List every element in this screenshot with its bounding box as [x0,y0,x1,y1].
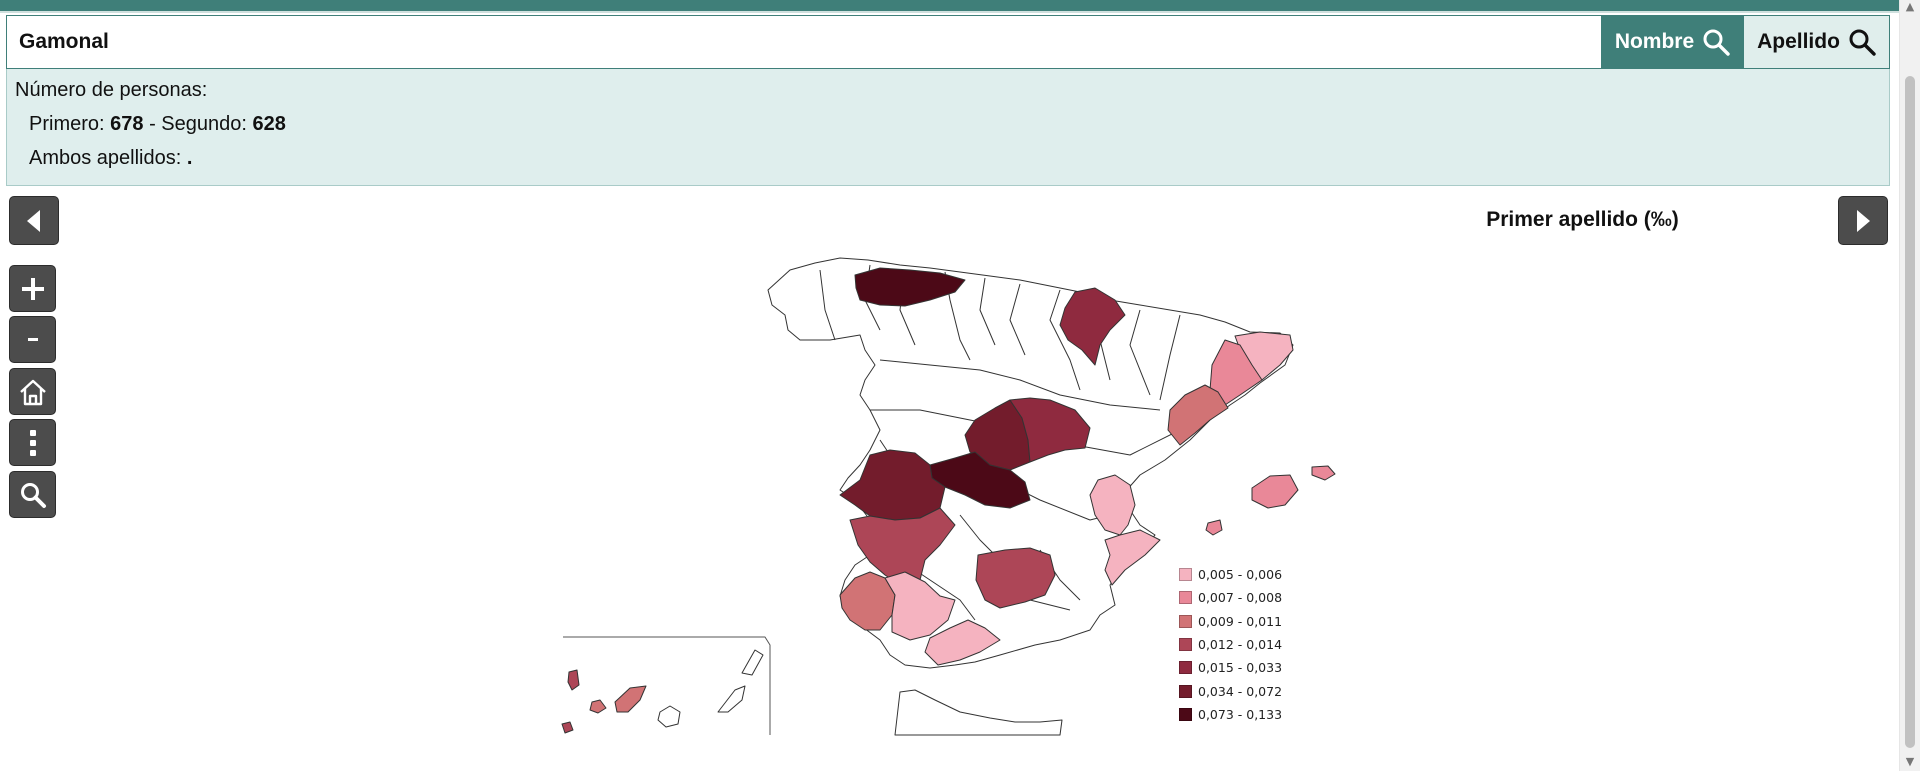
triangle-left-icon [27,209,40,232]
search-icon [1703,29,1730,56]
legend-item: 0,007 - 0,008 [1179,586,1282,609]
legend-label: 0,012 - 0,014 [1198,637,1283,653]
province-ibiza [1205,519,1223,536]
apellido-search-button[interactable]: Apellido [1744,16,1889,68]
province-canarias-c [614,685,647,713]
legend-swatch [1179,684,1192,698]
home-icon [19,379,46,405]
minus-icon [27,337,38,341]
legend-swatch [1179,614,1192,628]
ambos-value: . [186,147,193,169]
nombre-search-button[interactable]: Nombre [1601,16,1744,68]
previous-map-button[interactable] [9,196,59,245]
legend-swatch [1179,707,1192,721]
legend-swatch [1179,568,1192,582]
province-baleares [1251,474,1299,509]
province-guadalajara [1009,397,1091,463]
legend-label: 0,009 - 0,011 [1198,613,1283,629]
separator: - [143,113,162,135]
search-bar: Nombre Apellido [6,15,1890,69]
province-jaen [975,547,1056,609]
scrollbar[interactable]: ▲ ▼ [1899,0,1920,771]
zoom-in-button[interactable] [9,265,56,312]
more-options-button[interactable] [9,419,56,466]
map-title: Primer apellido (‰) [1486,208,1679,231]
info-heading: Número de personas: [15,79,208,101]
top-strip [0,0,1900,13]
province-canarias-d [561,721,574,734]
search-input[interactable] [7,16,1601,68]
zoom-out-button[interactable] [9,316,56,363]
home-button[interactable] [9,368,56,415]
scroll-thumb[interactable] [1905,76,1915,748]
search-icon [20,482,46,508]
legend-item: 0,009 - 0,011 [1179,610,1282,633]
legend-label: 0,007 - 0,008 [1198,590,1283,606]
province-malaga [924,619,1001,666]
primero-value: 678 [110,113,144,135]
legend-item: 0,005 - 0,006 [1179,563,1282,586]
province-barcelona [1209,339,1263,406]
scroll-up-icon[interactable]: ▲ [1905,0,1915,13]
more-vertical-icon [29,429,36,456]
legend-item: 0,034 - 0,072 [1179,679,1282,702]
province-alicante [1104,529,1161,586]
province-menorca [1311,465,1336,481]
info-panel: Número de personas: Primero: 678 - Segun… [6,69,1890,186]
segundo-value: 628 [252,113,286,135]
legend-swatch [1179,591,1192,605]
segundo-label: Segundo: [161,113,247,135]
province-canarias-a [567,669,580,691]
province-tarragona [1167,384,1229,446]
legend-label: 0,015 - 0,033 [1198,660,1283,676]
legend-swatch [1179,638,1192,652]
legend-label: 0,005 - 0,006 [1198,567,1283,583]
province-navarra [1059,287,1126,366]
map-search-button[interactable] [9,471,56,518]
nombre-label: Nombre [1614,30,1695,53]
province-sevilla [884,571,956,641]
legend-item: 0,073 - 0,133 [1179,703,1282,726]
ambos-line: Ambos apellidos: . [29,147,192,170]
apellido-label: Apellido [1757,30,1840,53]
map-legend: 0,005 - 0,006 0,007 - 0,008 0,009 - 0,01… [1179,563,1282,726]
triangle-right-icon [1857,209,1870,232]
legend-label: 0,034 - 0,072 [1198,683,1283,699]
legend-swatch [1179,661,1192,675]
province-badajoz [849,507,956,586]
legend-label: 0,073 - 0,133 [1198,706,1283,722]
scroll-down-icon[interactable]: ▼ [1905,755,1915,768]
legend-item: 0,012 - 0,014 [1179,633,1282,656]
province-valencia [1089,474,1136,536]
plus-icon [21,277,44,300]
search-icon [1849,29,1876,56]
counts-line: Primero: 678 - Segundo: 628 [29,113,286,136]
primero-label: Primero: [29,113,105,135]
next-map-button[interactable] [1838,196,1888,245]
province-asturias [854,267,966,307]
ambos-label: Ambos apellidos: [29,147,182,169]
province-canarias-b [589,699,607,714]
legend-item: 0,015 - 0,033 [1179,656,1282,679]
